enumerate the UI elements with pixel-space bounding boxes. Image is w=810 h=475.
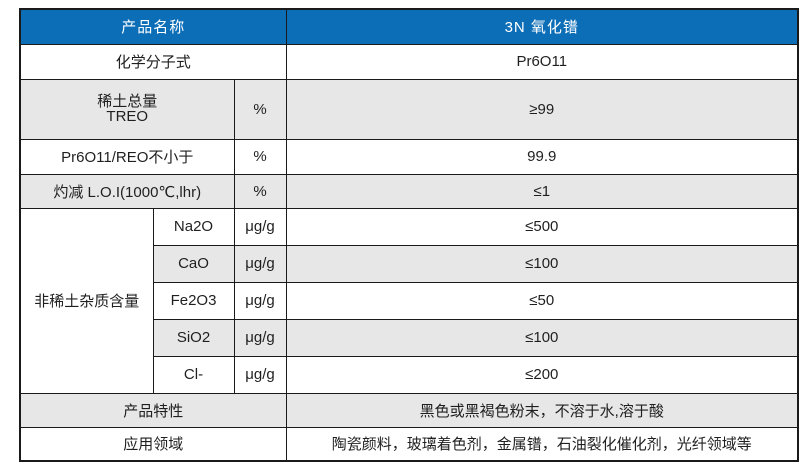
product-title-cell: 3N 氧化镨 [285, 8, 799, 45]
table-row: Pr6O11/REO不小于 % 99.9 [19, 138, 799, 175]
impurity-unit-cell: μg/g [233, 281, 287, 320]
table-row: 化学分子式 Pr6O11 [19, 43, 799, 80]
treo-value-cell: ≥99 [285, 78, 799, 140]
table-row: 产品特性 黑色或黑褐色粉末，不溶于水,溶于酸 [19, 392, 799, 428]
impurity-name-cell: SiO2 [152, 318, 235, 357]
impurity-unit-cell: μg/g [233, 318, 287, 357]
formula-value-cell: Pr6O11 [285, 43, 799, 80]
treo-label-line2: TREO [106, 108, 149, 125]
impurities-group-label-cell: 非稀土杂质含量 [19, 207, 154, 394]
table-row: 稀土总量 TREO % ≥99 [19, 78, 799, 140]
impurity-value-cell: ≤100 [285, 244, 799, 283]
purity-unit-cell: % [233, 138, 287, 175]
impurity-name-cell: Cl- [152, 355, 235, 394]
table-row: 非稀土杂质含量 Na2O μg/g ≤500 [19, 207, 799, 394]
applications-label-cell: 应用领域 [19, 426, 287, 462]
impurity-name-cell: Fe2O3 [152, 281, 235, 320]
treo-label-cell: 稀土总量 TREO [19, 78, 235, 140]
table-row: Fe2O3 μg/g ≤50 [20, 281, 799, 320]
loi-value-cell: ≤1 [285, 173, 799, 209]
table-row: Cl- μg/g ≤200 [20, 355, 799, 394]
loi-label-cell: 灼减 L.O.I(1000℃,lhr) [19, 173, 235, 209]
table-row: 灼减 L.O.I(1000℃,lhr) % ≤1 [19, 173, 799, 209]
impurity-value-cell: ≤200 [285, 355, 799, 394]
treo-label-line1: 稀土总量 [97, 93, 158, 110]
table-row: 产品名称 3N 氧化镨 [19, 8, 799, 45]
purity-label-cell: Pr6O11/REO不小于 [19, 138, 235, 175]
impurity-unit-cell: μg/g [233, 207, 287, 246]
table-row: 应用领域 陶瓷颜料，玻璃着色剂，金属镨，石油裂化催化剂，光纤领域等 [19, 426, 799, 462]
impurity-value-cell: ≤50 [285, 281, 799, 320]
product-spec-table: 产品名称 3N 氧化镨 化学分子式 Pr6O11 稀土总量 TREO % ≥99… [19, 8, 800, 462]
applications-value-cell: 陶瓷颜料，玻璃着色剂，金属镨，石油裂化催化剂，光纤领域等 [285, 426, 799, 462]
product-name-header-cell: 产品名称 [19, 8, 287, 45]
impurity-value-cell: ≤100 [285, 318, 799, 357]
impurity-name-cell: Na2O [152, 207, 235, 246]
characteristics-label-cell: 产品特性 [19, 392, 287, 428]
purity-value-cell: 99.9 [285, 138, 799, 175]
table-row: SiO2 μg/g ≤100 [20, 318, 799, 357]
impurity-value-cell: ≤500 [285, 207, 799, 246]
characteristics-value-cell: 黑色或黑褐色粉末，不溶于水,溶于酸 [285, 392, 799, 428]
impurity-name-cell: CaO [152, 244, 235, 283]
impurity-unit-cell: μg/g [233, 355, 287, 394]
impurity-unit-cell: μg/g [233, 244, 287, 283]
loi-unit-cell: % [233, 173, 287, 209]
formula-label-cell: 化学分子式 [19, 43, 287, 80]
treo-unit-cell: % [233, 78, 287, 140]
